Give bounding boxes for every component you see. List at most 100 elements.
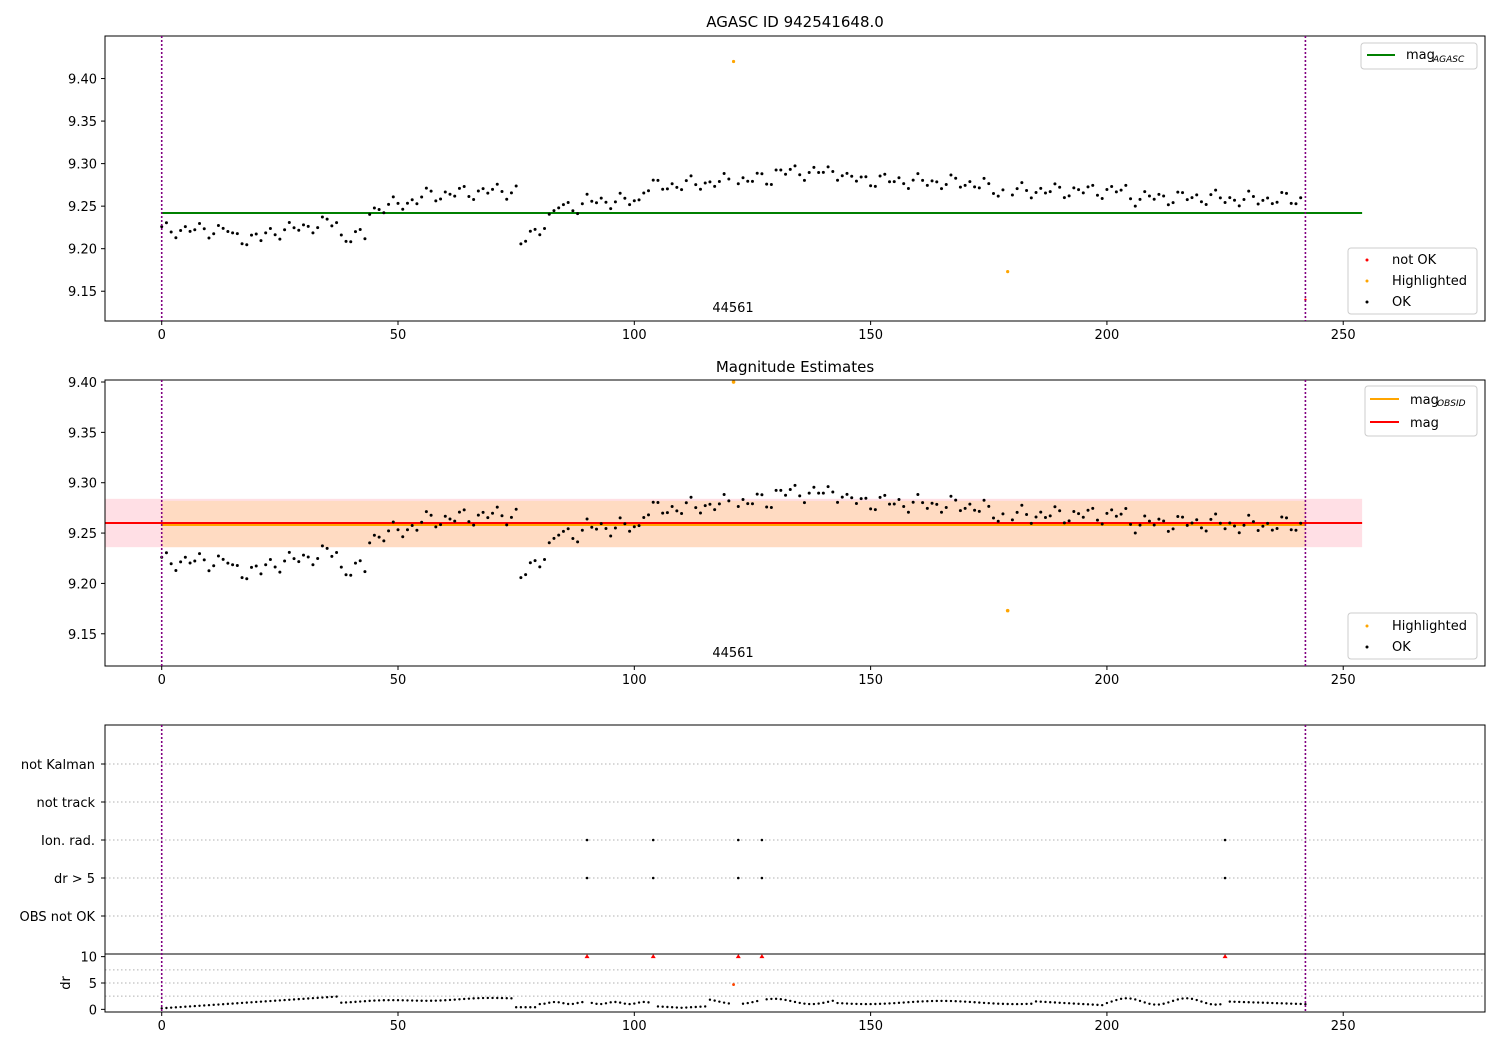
p2-ok-point — [618, 516, 622, 520]
p1-ok-point — [457, 186, 461, 190]
p4-dr-point — [623, 1002, 627, 1005]
p4-dr-point — [992, 1002, 995, 1005]
p4-xtick-label: 100 — [622, 1019, 647, 1034]
p1-ytick-label: 9.30 — [68, 158, 97, 173]
p1-ok-point — [1129, 197, 1133, 201]
p4-dr-point — [793, 1000, 797, 1004]
p1-ok-point — [689, 174, 693, 178]
p2-annotation: 44561 — [712, 646, 753, 661]
p4-dr-point — [571, 1002, 575, 1006]
p2-ok-point — [599, 522, 603, 526]
p2-ok-point — [396, 528, 400, 532]
p1-ok-point — [1266, 196, 1270, 200]
p2-ok-point — [864, 496, 868, 500]
p2-ok-point — [722, 492, 726, 496]
p2-ok-point — [198, 552, 202, 556]
p4-dr-point — [245, 1001, 248, 1004]
p2-ok-point — [717, 502, 721, 506]
p1-ok-point — [821, 170, 825, 174]
p4-dr-point — [217, 1003, 220, 1006]
p4-dr-point — [803, 1002, 806, 1005]
p4-dr-point — [1067, 1002, 1071, 1005]
p2-ok-point — [491, 511, 495, 515]
p4-dr-point — [174, 1006, 178, 1009]
p4-dr-point — [188, 1005, 192, 1008]
p4-dr-point — [784, 998, 787, 1002]
p2-ok-point — [264, 563, 268, 567]
p2-ok-point — [1029, 521, 1033, 525]
p2-ok-point — [996, 519, 1000, 523]
p4-dr-point — [250, 1001, 253, 1004]
p2-ok-point — [434, 525, 438, 529]
p2-ok-point — [958, 509, 962, 513]
p2-ok-point — [231, 563, 235, 567]
p1-ok-point — [1058, 185, 1062, 189]
p4-dr-point — [949, 999, 953, 1003]
p2-ok-point — [382, 539, 386, 543]
p2-ok-point — [561, 529, 565, 533]
p4-xtick-label: 50 — [390, 1019, 407, 1034]
p2-ok-point — [826, 485, 830, 489]
p1-ok-point — [1029, 196, 1033, 200]
p2-ok-point — [335, 551, 339, 555]
p1-ok-point — [812, 165, 816, 169]
p4-dr-point — [302, 997, 305, 1001]
p2-ok-point — [921, 501, 925, 505]
p4-dr-point — [1138, 999, 1142, 1003]
p1-ok-point — [698, 187, 702, 191]
p2-ok-point — [651, 500, 655, 504]
p1-ok-point — [1110, 185, 1114, 189]
p2-xtick-label: 100 — [622, 673, 647, 688]
p2-ok-point — [306, 555, 310, 559]
p2-ok-point — [453, 519, 457, 523]
p1-ok-point — [1285, 191, 1289, 195]
p1-ok-point — [1077, 188, 1081, 192]
p3-flag-point — [585, 876, 589, 880]
p1-ok-point — [661, 187, 665, 191]
p1-legend-bottom: not OK Highlighted OK — [1347, 247, 1478, 315]
p4-dr-point — [1190, 997, 1194, 1001]
p1-ok-point — [358, 228, 362, 232]
p1-ok-point — [854, 179, 858, 183]
p2-ok-point — [169, 562, 173, 566]
p1-ok-point — [836, 178, 840, 182]
p1-ok-point — [1034, 191, 1038, 195]
p2-ok-point — [1039, 510, 1043, 514]
p4-dr-point — [231, 1002, 234, 1005]
p1-ok-point — [703, 181, 707, 185]
p4-dr-point — [425, 999, 428, 1002]
p2-ok-point — [495, 505, 499, 509]
p4-dr-point — [1228, 1000, 1231, 1003]
p4-dr-point — [1214, 1003, 1217, 1006]
p2-ok-point — [1034, 515, 1038, 519]
p1-ok-point — [864, 175, 868, 179]
p1-ok-point — [216, 224, 220, 228]
p1-ok-point — [1280, 191, 1284, 195]
p1-ok-point — [869, 184, 873, 188]
p4-dr-point — [1011, 1002, 1014, 1006]
p1-ok-point — [892, 180, 896, 184]
p1-ok-point — [1067, 194, 1071, 198]
p1-ok-point — [1086, 185, 1090, 189]
p1-ok-point — [1105, 188, 1109, 192]
p4-dr-point — [500, 996, 504, 1000]
p2-ok-point — [472, 523, 476, 527]
p1-ok-point — [453, 194, 457, 198]
p4-dr-point — [1053, 1001, 1057, 1004]
agasc-panel: AGASC ID 942541648.0 44561 0 50 100 150 200 2… — [68, 13, 1486, 343]
p4-dr-point — [1034, 1000, 1038, 1003]
p2-ok-point — [330, 554, 334, 558]
p1-ok-point — [330, 224, 334, 228]
p4-dr-point — [978, 1001, 981, 1004]
p1-ok-point — [169, 230, 173, 234]
p1-ytick-label: 9.20 — [68, 243, 97, 258]
p2-ok-point — [680, 512, 684, 516]
p1-ok-point — [1166, 203, 1170, 207]
p2-ok-point — [1062, 521, 1066, 525]
p2-ok-point — [353, 561, 357, 565]
p1-ok-point — [590, 199, 594, 203]
p2-ok-point — [736, 505, 740, 509]
p4-dr-point — [226, 1002, 230, 1006]
p4-dr-point — [1030, 1002, 1033, 1005]
p1-ok-point — [1251, 194, 1255, 198]
